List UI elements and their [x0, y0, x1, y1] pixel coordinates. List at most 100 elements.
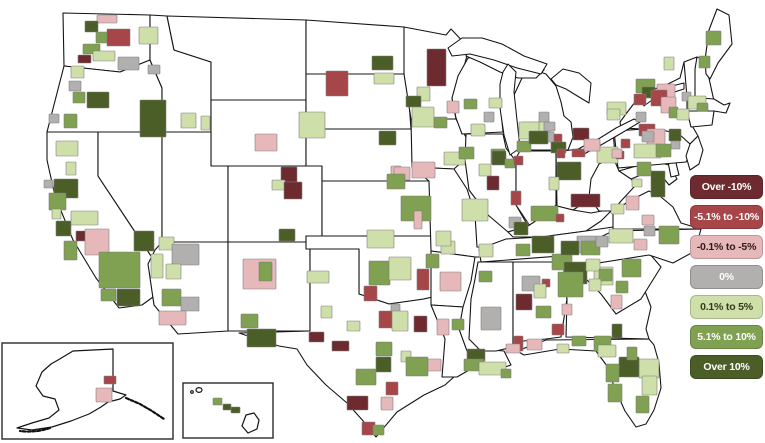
metro-area-patch	[676, 108, 690, 121]
metro-area-patch	[139, 99, 167, 138]
metro-area-patch	[504, 158, 516, 169]
metro-area-patch	[96, 14, 118, 24]
metro-area-patch	[463, 98, 478, 110]
metro-area-patch	[363, 285, 378, 302]
metro-area-patch	[405, 95, 422, 108]
metro-area-patch	[391, 310, 409, 332]
metro-area-patch	[411, 106, 435, 128]
legend-item-zero: 0%	[690, 265, 763, 289]
metro-area-patch	[385, 381, 399, 396]
state-ct-ri	[686, 110, 715, 128]
legend-item-neg01-to-neg5: -0.1% to -5%	[690, 235, 763, 259]
metro-area-patch	[620, 138, 631, 149]
metro-area-patch	[531, 235, 555, 254]
metro-area-patch	[86, 91, 110, 109]
metro-area-patch	[515, 243, 531, 257]
metro-area-patch	[626, 346, 638, 361]
legend-item-51-to-10: 5.1% to 10%	[690, 325, 763, 349]
metro-area-patch	[63, 113, 78, 129]
alaska-inset	[1, 342, 174, 440]
metro-area-patch	[308, 331, 325, 343]
metro-area-patch	[366, 229, 395, 249]
metro-area-patch	[516, 140, 532, 153]
metro-area-patch	[55, 220, 72, 237]
metro-area-patch	[375, 356, 392, 373]
lake-michigan	[499, 63, 521, 156]
metro-area-patch	[180, 112, 197, 129]
metro-area-patch	[72, 91, 86, 104]
lake-huron	[550, 68, 592, 104]
metro-area-patch	[95, 31, 108, 44]
metro-area-patch	[548, 176, 560, 191]
metro-area-patch	[608, 228, 634, 244]
metro-area-patch	[98, 251, 141, 289]
metro-area-patch	[528, 130, 549, 145]
metro-area-patch	[605, 363, 620, 383]
metro-area-patch	[51, 208, 62, 220]
metro-area-patch	[470, 123, 486, 137]
metro-area-patch	[583, 138, 601, 152]
metro-area-patch	[48, 113, 60, 124]
metro-area-patch	[451, 318, 465, 331]
metro-area-patch	[478, 270, 493, 283]
metro-area-patch	[413, 315, 428, 333]
metro-area-patch	[373, 72, 395, 85]
metro-area-patch	[325, 70, 349, 97]
metro-area-patch	[278, 228, 296, 242]
metro-area-patch	[556, 161, 582, 181]
metro-area-patch	[555, 213, 565, 223]
alaska-panhandle-islands	[124, 396, 166, 421]
legend-item-neg5-to-neg10: -5.1% to -10%	[690, 205, 763, 229]
metro-area-patch	[505, 343, 521, 354]
metro-area-patch	[696, 102, 709, 112]
metro-area-patch	[426, 48, 447, 87]
metro-area-patch	[478, 243, 494, 258]
metro-area-patch	[553, 133, 563, 143]
metro-area-patch	[372, 424, 385, 436]
legend: Over -10% -5.1% to -10% -0.1% to -5% 0% …	[690, 175, 763, 379]
metro-area-patch	[610, 203, 625, 215]
metro-area-patch	[538, 111, 550, 124]
metro-area-patch	[526, 338, 543, 351]
metro-area-patch	[63, 240, 78, 261]
metro-area-patch	[557, 271, 584, 298]
metro-area-patch	[283, 181, 303, 200]
metro-area-patch	[230, 406, 241, 414]
metro-area-patch	[258, 261, 273, 282]
metro-area-patch	[70, 210, 99, 226]
metro-area-patch	[75, 230, 87, 242]
metro-area-patch	[597, 344, 617, 358]
metro-area-patch	[222, 403, 232, 411]
metro-area-patch	[510, 190, 522, 206]
metro-area-patch	[100, 288, 117, 302]
hawaii-inset	[182, 382, 274, 439]
hawaii-island-big-island	[241, 412, 260, 434]
metro-area-patch	[425, 253, 440, 269]
metro-area-patch	[611, 148, 623, 159]
metro-area-patch	[106, 28, 131, 47]
metro-area-patch	[705, 30, 722, 46]
metro-area-patch	[147, 64, 161, 75]
metro-area-patch	[650, 170, 666, 198]
metro-area-patch	[103, 375, 117, 385]
metro-area-patch	[43, 179, 54, 189]
metro-area-patch	[478, 163, 492, 177]
metro-area-patch	[77, 54, 92, 64]
metro-area-patch	[643, 225, 656, 237]
lake-superior	[447, 37, 548, 75]
metro-area-patch	[607, 383, 623, 403]
metro-area-patch	[631, 178, 643, 188]
metro-area-patch	[658, 225, 680, 245]
metro-area-patch	[416, 268, 430, 291]
metro-area-patch	[180, 296, 200, 312]
metro-area-patch	[515, 293, 533, 311]
metro-area-patch	[668, 106, 679, 119]
metro-area-patch	[585, 258, 601, 272]
metro-area-patch	[150, 253, 164, 279]
metro-area-patch	[698, 55, 711, 69]
metro-area-patch	[663, 56, 675, 71]
metro-area-patch	[380, 396, 394, 411]
metro-area-patch	[483, 111, 495, 123]
metro-area-patch	[378, 130, 397, 146]
state-wy	[210, 99, 307, 167]
